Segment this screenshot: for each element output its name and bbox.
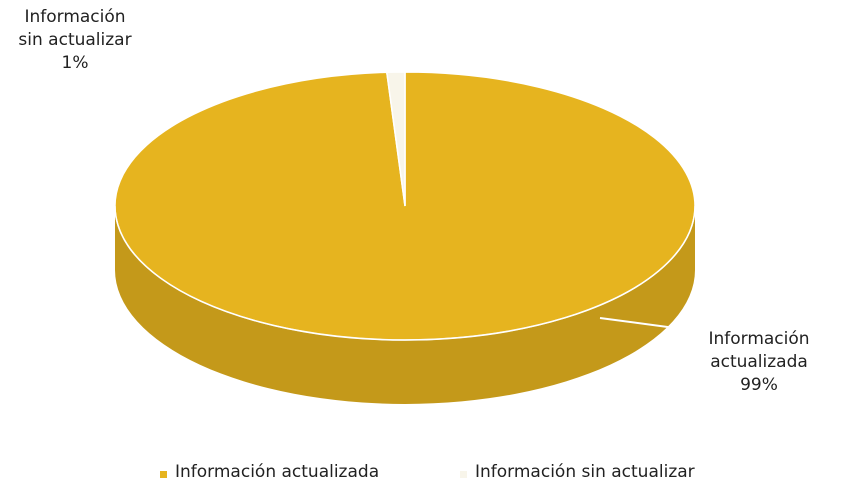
legend-label: Información actualizada	[175, 462, 380, 482]
data-label-value: 1%	[61, 53, 89, 73]
data-label-name: Información sin actualizar	[18, 7, 132, 50]
legend-label: Información sin actualizar	[475, 462, 695, 482]
data-label-value: 99%	[740, 375, 778, 395]
legend-swatch	[460, 471, 467, 478]
data-label-name: Información actualizada	[708, 329, 810, 372]
rim	[114, 205, 696, 341]
data-label: Información sin actualizar 1%	[0, 6, 150, 75]
data-label: Información actualizada 99%	[684, 328, 834, 397]
leader-line	[599, 317, 691, 331]
pie-side	[115, 206, 695, 404]
pie-slice	[385, 71, 406, 207]
legend-swatch	[160, 471, 167, 478]
